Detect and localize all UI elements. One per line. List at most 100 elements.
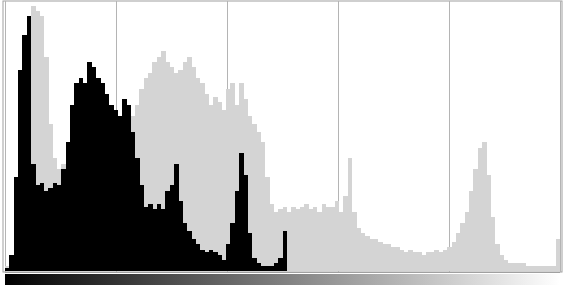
histogram-bar [161, 209, 166, 271]
histogram-bar [187, 57, 192, 271]
histogram-bar [551, 266, 556, 271]
histogram-bar [31, 164, 36, 271]
histogram-bar [183, 223, 188, 271]
histogram-bar [534, 266, 539, 271]
histogram-bar [413, 271, 418, 272]
histogram-bar [200, 250, 205, 271]
histogram-bar [369, 271, 374, 272]
histogram-bar [178, 201, 183, 271]
histogram-bar [265, 177, 270, 271]
histogram-bar [404, 271, 409, 272]
histogram-bar [157, 57, 162, 271]
histogram-bar [335, 271, 340, 272]
gradient-bar [5, 274, 560, 285]
histogram-bar [152, 62, 157, 271]
histogram-bar [413, 252, 418, 271]
histogram-bar [291, 271, 296, 272]
histogram-bar [439, 252, 444, 271]
histogram-bar [434, 271, 439, 272]
histogram-bar [170, 185, 175, 271]
histogram-bar [83, 83, 88, 271]
histogram-bar [361, 271, 366, 272]
histogram-bar [452, 271, 457, 272]
histogram-bar [256, 132, 261, 271]
histogram-bar [152, 209, 157, 271]
histogram-bar [35, 11, 40, 271]
histogram-bar [296, 271, 301, 272]
histogram-bar [460, 271, 465, 272]
histogram-bar [196, 244, 201, 271]
histogram-bar [382, 244, 387, 271]
bars [5, 6, 560, 271]
histogram-bar [330, 271, 335, 272]
histogram-bar [508, 271, 513, 272]
histogram-bar [400, 271, 405, 272]
histogram-bar [365, 271, 370, 272]
histogram-bar [204, 252, 209, 271]
histogram-bar [44, 191, 49, 271]
histogram-bar [239, 83, 244, 271]
histogram-bar [391, 271, 396, 272]
histogram-bar [174, 164, 179, 271]
histogram-bar [105, 94, 110, 271]
histogram-bar [148, 204, 153, 271]
histogram-bar [87, 62, 92, 271]
histogram-bar [5, 268, 10, 271]
histogram-bar [335, 201, 340, 271]
histogram-bar [174, 73, 179, 271]
plot-frame [3, 1, 562, 272]
histogram-bar [395, 271, 400, 272]
histogram-bar [126, 105, 131, 271]
histogram-bar [426, 271, 431, 272]
histogram-bar [378, 271, 383, 272]
histogram-bar [352, 271, 357, 272]
histogram-bar [57, 169, 62, 271]
histogram-bar [343, 196, 348, 271]
histogram-bar [157, 204, 162, 271]
histogram-bar [452, 242, 457, 271]
histogram-bar [226, 89, 231, 271]
histogram-bar [430, 271, 435, 272]
histogram-bar [309, 271, 314, 272]
histogram-bar [426, 252, 431, 271]
histogram-bar [534, 271, 539, 272]
histogram-bar [495, 244, 500, 271]
histogram-bar [291, 207, 296, 271]
x-axis [5, 272, 560, 273]
histogram-bar [465, 271, 470, 272]
histogram-bar [252, 124, 257, 271]
histogram-bar [547, 266, 552, 271]
histogram-bar [9, 255, 14, 271]
histogram-bar [486, 271, 491, 272]
histogram-bar [239, 153, 244, 271]
histogram-bar [191, 67, 196, 271]
histogram-bar [209, 250, 214, 271]
histogram-bar [499, 255, 504, 271]
histogram-bar [144, 207, 149, 271]
histogram-bar [374, 271, 379, 272]
histogram-bar [348, 271, 353, 272]
histogram-bar [491, 271, 496, 272]
histogram-bar [421, 255, 426, 271]
histogram-bar [217, 102, 222, 271]
histogram-bar [131, 116, 136, 271]
histogram-bar [530, 271, 535, 272]
histogram-bar [144, 78, 149, 271]
histogram-bar [243, 175, 248, 271]
histogram-bar [70, 105, 75, 271]
histogram-bar [330, 207, 335, 271]
histogram-bar [256, 263, 261, 271]
histogram-bar [217, 255, 222, 271]
histogram-bar [74, 83, 79, 271]
histogram-bar [274, 263, 279, 271]
histogram-bar [230, 83, 235, 271]
histogram-bar [387, 244, 392, 271]
histogram-bar [274, 212, 279, 271]
histogram-bar [5, 266, 10, 271]
series [5, 16, 287, 271]
histogram-bar [248, 116, 253, 271]
histogram-bar [322, 204, 327, 271]
histogram-bar [439, 271, 444, 272]
histogram-bar [148, 73, 153, 271]
histogram-bar [473, 271, 478, 272]
